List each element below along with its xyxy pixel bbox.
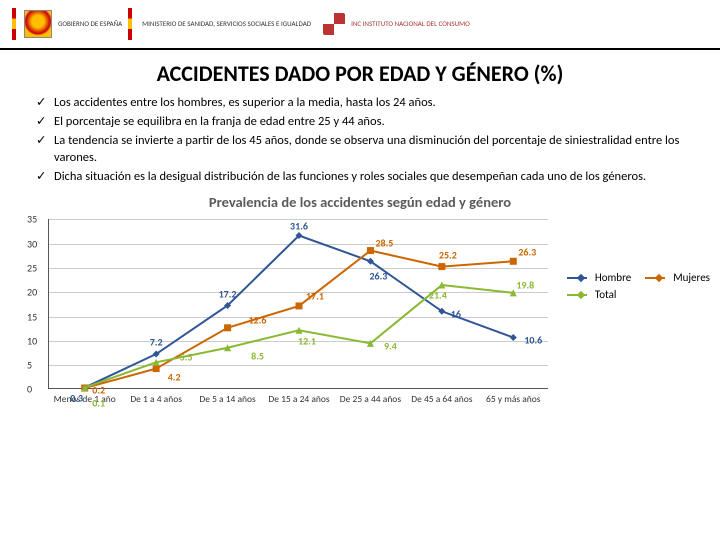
- data-label: 9.4: [384, 339, 397, 352]
- list-item: La tendencia se invierte a partir de los…: [36, 133, 692, 167]
- x-tick: 65 y más años: [478, 393, 548, 405]
- data-label: 17.2: [219, 287, 237, 300]
- data-label: 31.6: [290, 219, 308, 232]
- y-tick: 5: [27, 359, 32, 372]
- y-tick: 10: [27, 334, 37, 347]
- crest-icon: [24, 10, 52, 38]
- data-label: 21.4: [429, 289, 447, 302]
- y-tick: 20: [27, 286, 37, 299]
- series-line: [85, 251, 514, 388]
- y-tick: 15: [27, 310, 37, 323]
- legend-label: Total: [595, 288, 617, 301]
- data-label: 28.5: [375, 236, 393, 249]
- x-tick: De 5 a 14 años: [193, 393, 263, 405]
- x-tick: De 25 a 44 años: [335, 393, 405, 405]
- data-label: 0.1: [92, 396, 105, 409]
- chart-title: Prevalencia de los accidentes según edad…: [0, 187, 720, 211]
- data-label: 0.3: [70, 391, 83, 404]
- data-label: 4.2: [168, 370, 181, 383]
- data-label: 12.1: [298, 334, 316, 347]
- x-tick: De 45 a 64 años: [407, 393, 477, 405]
- data-label: 10.6: [524, 333, 542, 346]
- data-label: 25.2: [439, 248, 457, 261]
- data-label: 16: [451, 307, 461, 320]
- list-item: Los accidentes entre los hombres, es sup…: [36, 95, 692, 112]
- y-tick: 30: [27, 237, 37, 250]
- list-item: Dicha situación es la desigual distribuc…: [36, 169, 692, 186]
- ministry-logo: MINISTERIO DE SANIDAD, SERVICIOS SOCIALE…: [140, 20, 311, 28]
- data-label: 8.5: [251, 350, 264, 363]
- bullet-list: Los accidentes entre los hombres, es sup…: [0, 95, 720, 185]
- data-label: 26.3: [518, 245, 536, 258]
- line-chart: 0 5 10 15 20 25 30 35 Menos de 1 añoDe 1 a 4 año…: [18, 211, 561, 429]
- data-label: 19.8: [516, 279, 534, 292]
- page-title: ACCIDENTES DADO POR EDAD Y GÉNERO (%): [0, 50, 720, 95]
- list-item: El porcentaje se equilibra en la franja …: [36, 114, 692, 131]
- data-label: 12.6: [249, 314, 267, 327]
- data-label: 26.3: [369, 269, 387, 282]
- inc-logo: INC INSTITUTO NACIONAL DEL CONSUMO: [317, 13, 470, 35]
- y-tick: 0: [27, 383, 32, 396]
- data-label: 7.2: [150, 336, 163, 349]
- legend-label: Mujeres: [673, 271, 710, 284]
- inc-icon: [323, 13, 345, 35]
- data-label: 5.5: [180, 350, 193, 363]
- flag-stripe: [128, 8, 132, 40]
- gov-label-1: GOBIERNO DE ESPAÑA: [56, 20, 122, 28]
- x-tick: De 15 a 24 años: [264, 393, 334, 405]
- data-label: 0.2: [92, 384, 105, 397]
- header: GOBIERNO DE ESPAÑA MINISTERIO DE SANIDAD…: [0, 0, 720, 50]
- x-tick: Menos de 1 año: [50, 393, 120, 405]
- flag-stripe: [12, 8, 16, 40]
- y-tick: 35: [27, 213, 37, 226]
- legend-label: Hombre: [595, 271, 631, 284]
- data-label: 17.1: [306, 290, 324, 303]
- x-tick: De 1 a 4 años: [121, 393, 191, 405]
- gov-logo: GOBIERNO DE ESPAÑA: [24, 10, 122, 38]
- chart-legend: Hombre Mujeres Total: [561, 211, 720, 305]
- plot-area: 05101520253035Menos de 1 añoDe 1 a 4 año…: [48, 219, 548, 389]
- y-tick: 25: [27, 261, 37, 274]
- inc-label: INC INSTITUTO NACIONAL DEL CONSUMO: [349, 20, 470, 28]
- gov-label-2: MINISTERIO DE SANIDAD, SERVICIOS SOCIALE…: [140, 20, 311, 28]
